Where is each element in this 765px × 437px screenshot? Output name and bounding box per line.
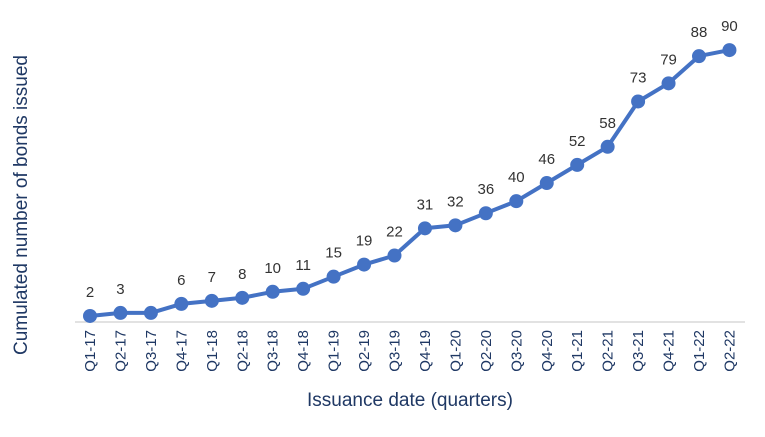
x-tick-label: Q3-21 (630, 330, 647, 372)
data-label: 32 (447, 193, 464, 210)
x-tick-label: Q4-19 (417, 330, 434, 372)
data-point (235, 290, 250, 305)
x-tick-label: Q1-22 (691, 330, 708, 372)
data-label: 58 (599, 115, 616, 132)
data-point (631, 94, 646, 109)
data-label: 88 (691, 24, 708, 41)
x-tick-label: Q1-21 (569, 330, 586, 372)
data-label: 19 (356, 233, 373, 250)
data-point (509, 194, 524, 209)
data-label: 11 (295, 257, 311, 274)
x-tick-label: Q4-17 (173, 330, 190, 372)
data-label: 90 (721, 18, 738, 35)
data-label: 3 (116, 281, 124, 298)
data-point (692, 49, 706, 64)
x-tick-label: Q3-20 (508, 330, 525, 372)
x-tick-label: Q1-20 (447, 330, 464, 372)
x-tick-label: Q2-21 (600, 330, 617, 372)
y-axis-title-text: Cumulated number of bonds issued (11, 55, 32, 355)
data-label: 6 (177, 272, 185, 289)
data-point (326, 269, 341, 284)
data-point (174, 296, 189, 311)
data-label: 2 (86, 284, 94, 301)
data-point (600, 139, 615, 154)
x-tick-label: Q3-18 (265, 330, 282, 372)
x-tick-label: Q2-18 (234, 330, 251, 372)
data-point (113, 305, 128, 320)
data-label: 36 (478, 181, 495, 198)
data-label: 8 (238, 266, 246, 283)
data-point (448, 218, 463, 233)
x-axis-title: Issuance date (quarters) (307, 390, 513, 411)
x-tick-label-layer: Q1-17 Q2-17 Q3-17 Q4-17 Q1-18 Q2-18 Q3-18 Q4-18… (82, 330, 738, 372)
data-point (357, 257, 372, 272)
data-point (296, 281, 311, 296)
x-tick-label: Q4-20 (539, 330, 556, 372)
x-tick-label: Q1-19 (326, 330, 343, 372)
data-label: 46 (538, 151, 555, 168)
data-label: 22 (386, 224, 403, 241)
data-label: 52 (569, 133, 586, 150)
data-point (722, 43, 737, 58)
x-tick-label: Q1-18 (204, 330, 221, 372)
data-label: 15 (325, 245, 342, 262)
x-tick-label: Q4-18 (295, 330, 312, 372)
data-point (539, 176, 554, 191)
data-label: 79 (660, 51, 677, 68)
x-tick-label: Q1-17 (82, 330, 99, 372)
data-label: 10 (264, 260, 281, 277)
x-tick-label: Q3-17 (143, 330, 160, 372)
data-label: 40 (508, 169, 525, 186)
series-layer (83, 43, 737, 323)
x-tick-label: Q2-17 (112, 330, 129, 372)
x-tick-label: Q2-20 (478, 330, 495, 372)
data-point (417, 221, 432, 236)
data-point (143, 305, 158, 320)
data-point (387, 248, 402, 263)
data-point (478, 206, 493, 221)
series-line (89, 48, 730, 318)
data-point (570, 157, 585, 172)
x-tick-label: Q3-19 (387, 330, 404, 372)
data-label: 7 (208, 269, 216, 286)
y-axis-title: Cumulated number of bonds issued (2, 40, 42, 370)
x-tick-label: Q2-19 (356, 330, 373, 372)
data-point (661, 76, 676, 91)
x-tick-label: Q2-22 (721, 330, 738, 372)
x-tick-label: Q4-21 (661, 330, 678, 372)
data-label: 31 (417, 196, 434, 213)
data-point (83, 308, 97, 323)
data-point (265, 284, 280, 299)
data-label: 73 (630, 69, 647, 86)
data-point (204, 293, 219, 308)
